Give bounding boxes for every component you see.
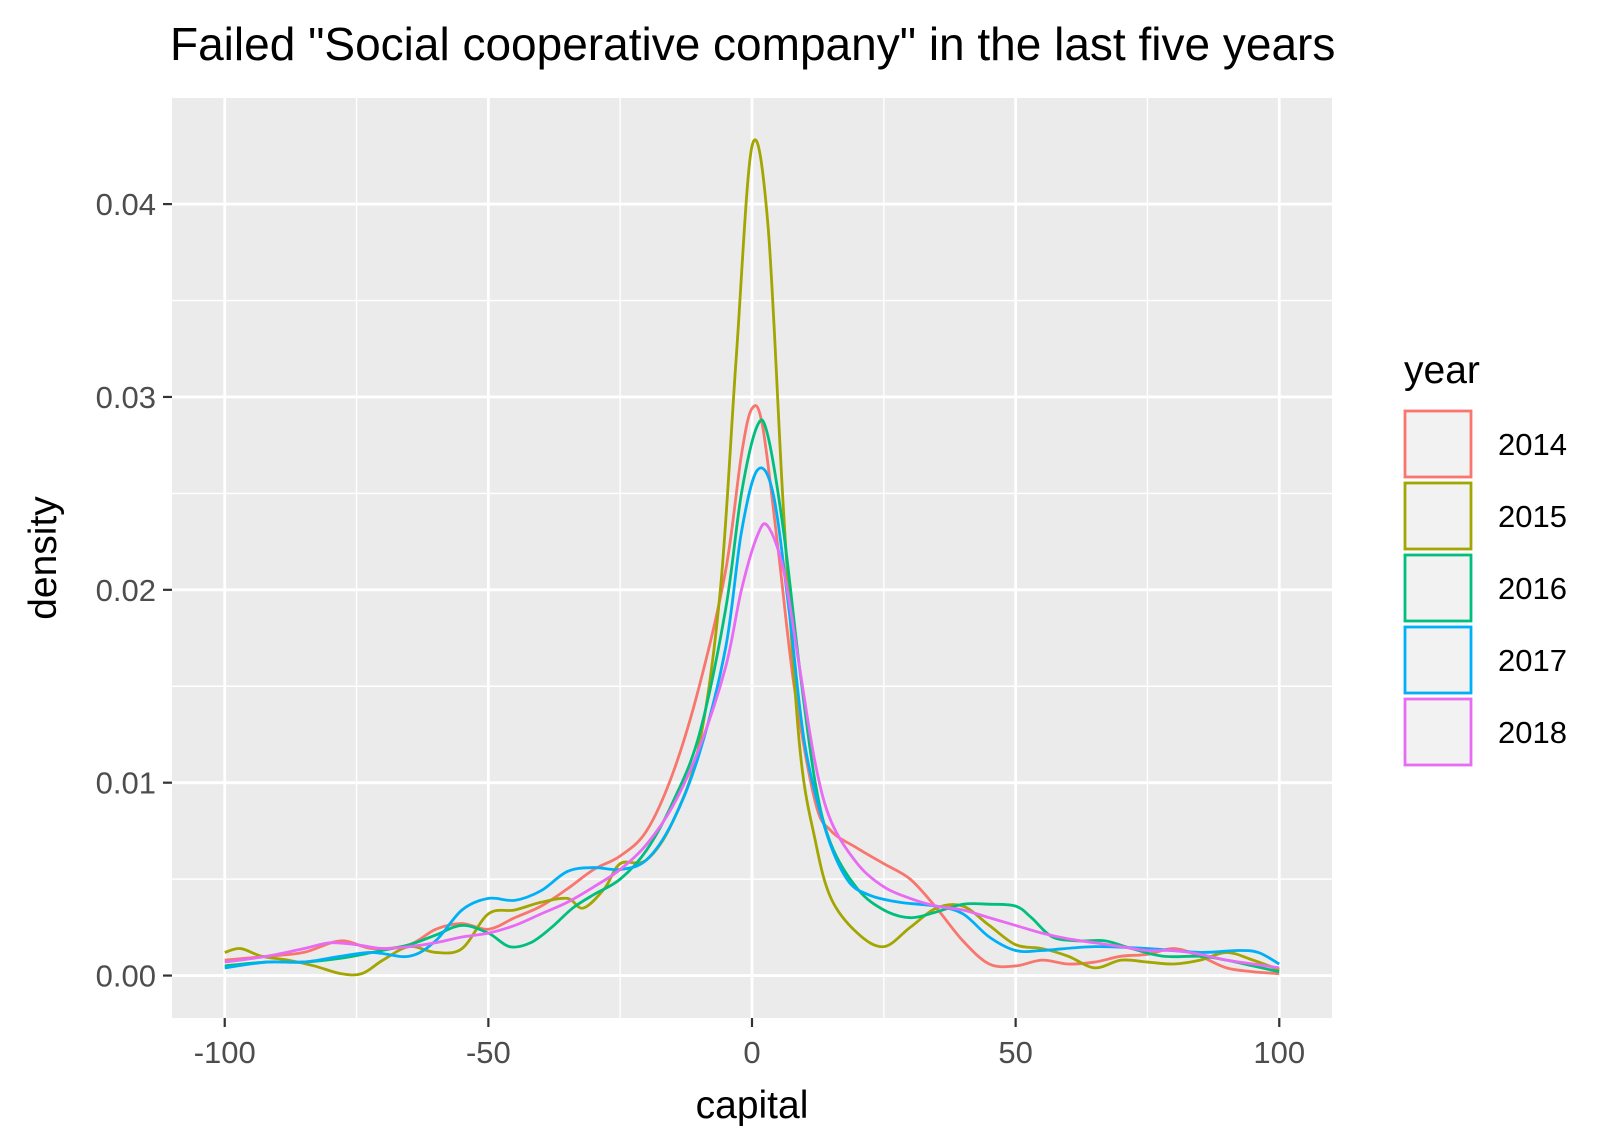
legend-key-2016 [1403,553,1473,623]
legend-label-2018: 2018 [1498,715,1567,750]
y-axis-title: density [22,496,65,620]
series-line-2018 [224,522,1280,970]
legend-title: year [1404,349,1480,392]
series-layer [224,138,1280,977]
x-tick-label: 100 [1253,1035,1305,1070]
legend-key-2018 [1403,697,1473,767]
legend-label-2015: 2015 [1498,499,1567,534]
x-tick-label: 50 [998,1035,1032,1070]
series-line-2014 [224,404,1280,976]
legend-label-2016: 2016 [1498,571,1567,606]
x-tick-label: 0 [743,1035,760,1070]
series-line-2017 [224,466,1280,970]
grid-major [172,98,1332,1018]
chart-title: Failed "Social cooperative company" in t… [170,18,1335,70]
legend-key-2017 [1403,625,1473,695]
y-tick-label: 0.04 [96,187,156,222]
y-axis: 0.00 0.01 0.02 0.03 0.04 [96,187,172,994]
legend-key-2014 [1403,409,1473,479]
x-tick-label: -100 [194,1035,256,1070]
legend-label-2017: 2017 [1498,643,1567,678]
legend-label-2014: 2014 [1498,427,1567,462]
y-tick-label: 0.03 [96,380,156,415]
legend-key-2015 [1403,481,1473,551]
x-tick-label: -50 [466,1035,511,1070]
x-axis: -100 -50 0 50 100 [194,1018,1305,1070]
y-tick-label: 0.01 [96,766,156,801]
legend: year 2014 2015 2016 2017 2018 [1403,349,1567,767]
y-tick-label: 0.00 [96,959,156,994]
x-axis-title: capital [696,1084,809,1127]
y-tick-label: 0.02 [96,573,156,608]
